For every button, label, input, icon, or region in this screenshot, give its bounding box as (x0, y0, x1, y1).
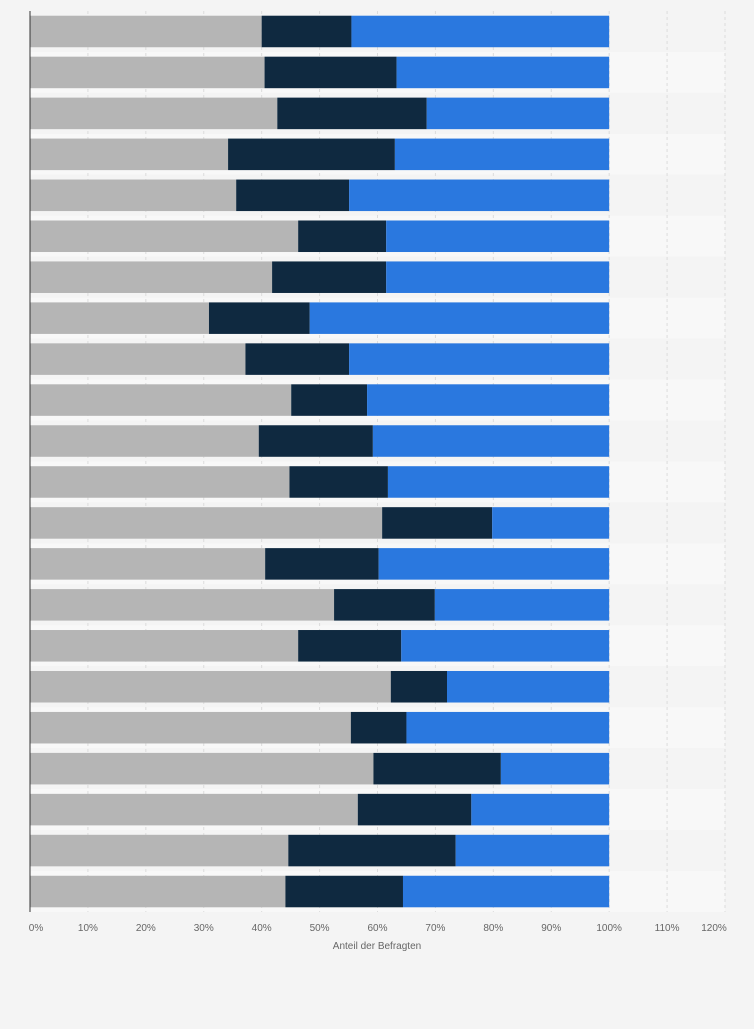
x-tick-label: 10% (78, 923, 98, 934)
bar-segment-series-2 (350, 711, 407, 744)
x-tick-label: 100% (596, 923, 622, 934)
bar-segment-series-3 (351, 15, 610, 48)
x-tick-label: 40% (252, 923, 272, 934)
bar-segment-series-3 (367, 384, 610, 416)
x-tick-label: 110% (655, 923, 680, 934)
bar-segment-series-2 (277, 97, 427, 130)
x-tick-label: 120% (701, 923, 727, 934)
bar-segment-series-1 (30, 630, 299, 662)
bar-segment-series-2 (390, 670, 447, 703)
bar-segment-series-2 (265, 548, 379, 580)
bar-segment-series-1 (30, 752, 374, 785)
bar-segment-series-3 (455, 834, 610, 867)
bar-segment-series-3 (386, 261, 610, 293)
bar-segment-series-1 (30, 302, 209, 334)
x-tick-label: 0% (29, 923, 44, 934)
bar-segment-series-3 (471, 793, 610, 826)
bar-segment-series-2 (334, 589, 435, 621)
bar-segment-series-1 (30, 507, 383, 539)
x-tick-label: 30% (194, 923, 214, 934)
bar-segment-series-3 (401, 630, 610, 662)
bar-segment-series-2 (228, 138, 395, 171)
x-tick-label: 50% (310, 923, 330, 934)
bar-segment-series-2 (382, 507, 493, 539)
bar-segment-series-3 (426, 97, 610, 130)
bar-segment-series-1 (30, 875, 286, 908)
bar-segment-series-2 (373, 752, 501, 785)
x-axis-title: Anteil der Befragten (333, 941, 421, 952)
bar-segment-series-3 (349, 179, 610, 212)
bar-segment-series-3 (394, 138, 610, 171)
bar-segment-series-1 (30, 793, 358, 826)
bar-segment-series-1 (30, 138, 229, 171)
bar-segment-series-3 (492, 507, 610, 539)
bar-segment-series-1 (30, 711, 351, 744)
bar-segment-series-3 (406, 711, 610, 744)
x-tick-label: 60% (367, 923, 387, 934)
bar-segment-series-1 (30, 548, 266, 580)
bar-segment-series-3 (402, 875, 610, 908)
bar-segment-series-2 (208, 302, 310, 334)
bar-segment-series-1 (30, 15, 262, 48)
bar-segment-series-2 (264, 56, 397, 89)
bar-segment-series-2 (245, 343, 350, 375)
bar-segment-series-3 (372, 425, 610, 457)
bar-segment-series-2 (258, 425, 373, 457)
bar-segment-series-3 (387, 466, 610, 498)
bar-segment-series-1 (30, 670, 391, 703)
x-tick-label: 80% (483, 923, 503, 934)
bar-segment-series-2 (285, 875, 403, 908)
bar-segment-series-1 (30, 179, 237, 212)
bar-segment-series-2 (288, 834, 456, 867)
bar-segment-series-1 (30, 834, 289, 867)
bar-segment-series-3 (434, 589, 610, 621)
x-tick-label: 90% (541, 923, 561, 934)
bar-segment-series-1 (30, 343, 246, 375)
bar-segment-series-1 (30, 261, 273, 293)
x-tick-label: 70% (425, 923, 445, 934)
bar-segment-series-3 (378, 548, 610, 580)
bar-segment-series-1 (30, 466, 290, 498)
bar-segment-series-1 (30, 425, 259, 457)
bar-segment-series-1 (30, 56, 265, 89)
bar-segment-series-3 (396, 56, 610, 89)
bar-segment-series-1 (30, 589, 335, 621)
bar-segment-series-2 (298, 630, 402, 662)
bar-segment-series-2 (298, 220, 387, 253)
bar-segment-series-1 (30, 97, 278, 130)
bar-segment-series-3 (386, 220, 610, 253)
bar-segment-series-3 (349, 343, 610, 375)
x-axis-tick-labels: 0% 10% 20% 30% 40% 50% 60% 70% 80% 90% 100% 110% 120… (29, 923, 727, 934)
bar-segment-series-1 (30, 220, 299, 253)
x-tick-label: 20% (136, 923, 156, 934)
bar-segment-series-3 (500, 752, 610, 785)
bar-segments (30, 15, 610, 908)
bar-segment-series-2 (236, 179, 350, 212)
bar-segment-series-1 (30, 384, 292, 416)
bar-segment-series-2 (261, 15, 352, 48)
bar-segment-series-2 (291, 384, 368, 416)
bar-segment-series-2 (357, 793, 472, 826)
bar-segment-series-2 (289, 466, 388, 498)
bar-segment-series-3 (447, 670, 610, 703)
bar-segment-series-3 (309, 302, 610, 334)
bar-segment-series-2 (272, 261, 387, 293)
